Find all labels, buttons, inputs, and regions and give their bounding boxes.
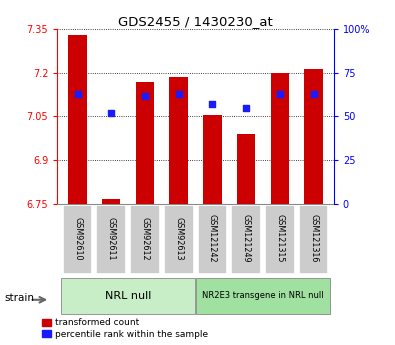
Bar [68, 35, 87, 204]
Legend: transformed count, percentile rank within the sample: transformed count, percentile rank withi… [40, 317, 209, 341]
Text: GSM92610: GSM92610 [73, 217, 82, 260]
Text: GSM92612: GSM92612 [141, 217, 149, 260]
Bar [96, 205, 126, 274]
Bar [304, 69, 323, 204]
Bar [135, 81, 154, 204]
Point [209, 101, 216, 107]
Text: GSM92613: GSM92613 [174, 217, 183, 260]
Bar [169, 77, 188, 204]
Point [310, 91, 317, 97]
Title: GDS2455 / 1430230_at: GDS2455 / 1430230_at [118, 15, 273, 28]
Point [108, 110, 115, 116]
Point [142, 93, 148, 98]
Bar [265, 205, 295, 274]
Bar [196, 278, 330, 314]
Text: NR2E3 transgene in NRL null: NR2E3 transgene in NRL null [202, 291, 324, 300]
Bar [61, 278, 195, 314]
Text: GSM121316: GSM121316 [309, 214, 318, 263]
Text: NRL null: NRL null [105, 291, 151, 301]
Text: GSM121249: GSM121249 [242, 214, 250, 263]
Bar [237, 134, 256, 204]
Bar [63, 205, 92, 274]
Bar [203, 115, 222, 204]
Point [74, 91, 81, 97]
Bar [299, 205, 328, 274]
Bar [130, 205, 160, 274]
Bar [271, 73, 289, 204]
Point [276, 91, 283, 97]
Bar [231, 205, 261, 274]
Point [243, 105, 249, 110]
Bar [198, 205, 227, 274]
Point [175, 91, 182, 97]
Text: strain: strain [5, 294, 35, 303]
Bar [102, 199, 120, 204]
Text: GSM92611: GSM92611 [107, 217, 116, 260]
Text: GSM121315: GSM121315 [275, 214, 284, 263]
Text: GSM121242: GSM121242 [208, 214, 217, 263]
Bar [164, 205, 194, 274]
